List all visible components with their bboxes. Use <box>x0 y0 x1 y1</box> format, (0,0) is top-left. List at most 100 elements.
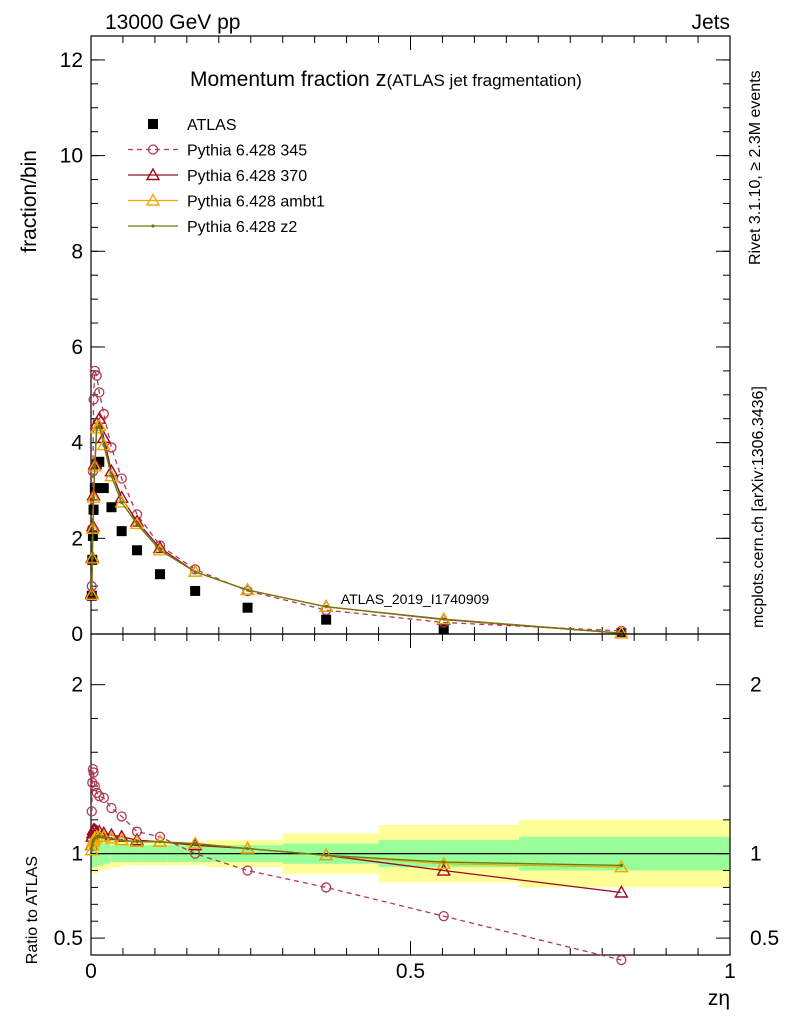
series-pythia-6-428-z2 <box>90 424 623 635</box>
data-point <box>89 365 100 377</box>
ratio-series-pythia-6-428-345 <box>86 764 627 966</box>
data-point <box>438 624 449 635</box>
main-y-tick-label: 8 <box>71 240 83 263</box>
mcplots-label: mcplots.cern.ch [arXiv:1306.3436] <box>750 386 767 628</box>
plot-title-var: z <box>376 66 387 91</box>
ratio-y-tick-label-right: 1 <box>750 843 762 866</box>
data-point <box>91 496 96 500</box>
data-point <box>98 483 109 494</box>
plot-title-main: Momentum fraction <box>190 68 376 91</box>
data-point <box>132 545 143 556</box>
ratio-y-axis-label: Ratio to ATLAS <box>24 856 41 964</box>
ratio-data-point <box>619 863 623 868</box>
ratio-data-point <box>152 834 168 848</box>
ratio-y-tick-label: 0.5 <box>54 927 83 950</box>
ratio-y-tick-label: 2 <box>71 674 83 697</box>
x-tick-label: 0 <box>85 960 97 983</box>
ratio-data-point <box>242 865 253 876</box>
main-y-tick-label: 12 <box>60 49 83 72</box>
legend-item: Pythia 6.428 ambt1 <box>128 193 325 211</box>
data-point <box>245 588 250 592</box>
ratio-series-pythia-6-428-z2 <box>90 835 623 868</box>
ratio-y-tick-label: 1 <box>71 843 83 866</box>
plot-title: Momentum fraction z(ATLAS jet fragmentat… <box>190 66 582 91</box>
ratio-y-tick-label-right: 2 <box>750 674 762 697</box>
data-point <box>88 394 99 405</box>
ratio-data-point <box>614 885 629 898</box>
ratio-y-tick-label-right: 0.5 <box>750 927 779 950</box>
data-point <box>114 495 129 508</box>
x-axis-label: zη <box>708 987 730 1010</box>
data-point <box>102 443 106 447</box>
legend-label: Pythia 6.428 z2 <box>187 219 297 236</box>
data-point <box>96 437 111 451</box>
data-point <box>116 526 127 537</box>
ratio-data-point <box>616 954 627 966</box>
legend-marker <box>148 119 158 129</box>
ratio-data-point <box>436 863 451 876</box>
ratio-data-point <box>129 832 145 846</box>
data-point <box>89 483 100 494</box>
legend-label: ATLAS <box>187 117 237 134</box>
ratio-data-point <box>90 848 94 852</box>
ratio-data-point <box>321 882 332 893</box>
ratio-data-point <box>324 853 328 857</box>
data-point <box>106 442 117 453</box>
ratio-data-point <box>135 840 139 844</box>
ratio-data-point <box>245 846 250 851</box>
ratio-data-point <box>442 860 446 864</box>
legend-label: Pythia 6.428 ambt1 <box>187 194 325 211</box>
main-y-tick-label: 10 <box>60 145 83 168</box>
legend-marker <box>145 193 161 206</box>
series-atlas <box>86 456 627 639</box>
main-panel: 0 2 4 6 8 10 12 <box>60 35 731 646</box>
x-tick-label: 0.5 <box>396 960 425 983</box>
legend-item: Pythia 6.428 370 <box>128 167 307 185</box>
data-point <box>242 602 253 613</box>
data-point <box>94 387 105 398</box>
rivet-label: Rivet 3.1.10, ≥ 2.3M events <box>747 70 764 265</box>
ratio-data-point <box>87 777 98 788</box>
data-point <box>104 468 119 482</box>
main-y-tick-label: 6 <box>71 336 83 359</box>
ratio-data-point <box>97 835 101 839</box>
data-point <box>93 464 97 469</box>
legend-label: Pythia 6.428 370 <box>187 168 307 185</box>
data-point <box>158 548 162 552</box>
main-y-tick-label: 2 <box>71 527 83 550</box>
data-point <box>109 474 114 478</box>
data-point <box>106 502 117 513</box>
data-point <box>95 426 99 430</box>
data-point <box>155 569 166 580</box>
legend-item: Pythia 6.428 z2 <box>128 219 297 236</box>
legend-label: Pythia 6.428 345 <box>187 143 307 160</box>
ratio-data-point <box>96 829 111 842</box>
data-point <box>190 585 201 596</box>
data-point <box>92 411 107 424</box>
ratio-data-point <box>88 767 99 778</box>
ratio-data-point <box>106 802 117 814</box>
data-point <box>94 456 105 467</box>
data-point <box>90 593 94 597</box>
legend-marker <box>145 167 161 181</box>
ratio-series-line <box>91 769 622 961</box>
x-tick-label: 1 <box>724 960 736 983</box>
ratio-data-point <box>109 836 114 841</box>
main-y-tick-label: 0 <box>71 623 83 646</box>
ratio-data-point <box>91 787 102 798</box>
header-energy-label: 13000 GeV pp <box>105 11 240 34</box>
data-point <box>152 542 168 556</box>
data-point <box>321 614 332 625</box>
ratio-data-point <box>86 806 97 817</box>
plot-title-sub: (ATLAS jet fragmentation) <box>387 71 582 90</box>
data-point <box>187 564 203 578</box>
ratio-data-point <box>102 835 106 839</box>
main-y-axis-label: fraction/bin <box>18 150 41 253</box>
data-point <box>324 605 328 609</box>
legend-item: ATLAS <box>148 117 237 134</box>
data-point <box>135 522 139 526</box>
ratio-data-point <box>94 791 105 802</box>
legend-item: Pythia 6.428 345 <box>128 143 307 160</box>
